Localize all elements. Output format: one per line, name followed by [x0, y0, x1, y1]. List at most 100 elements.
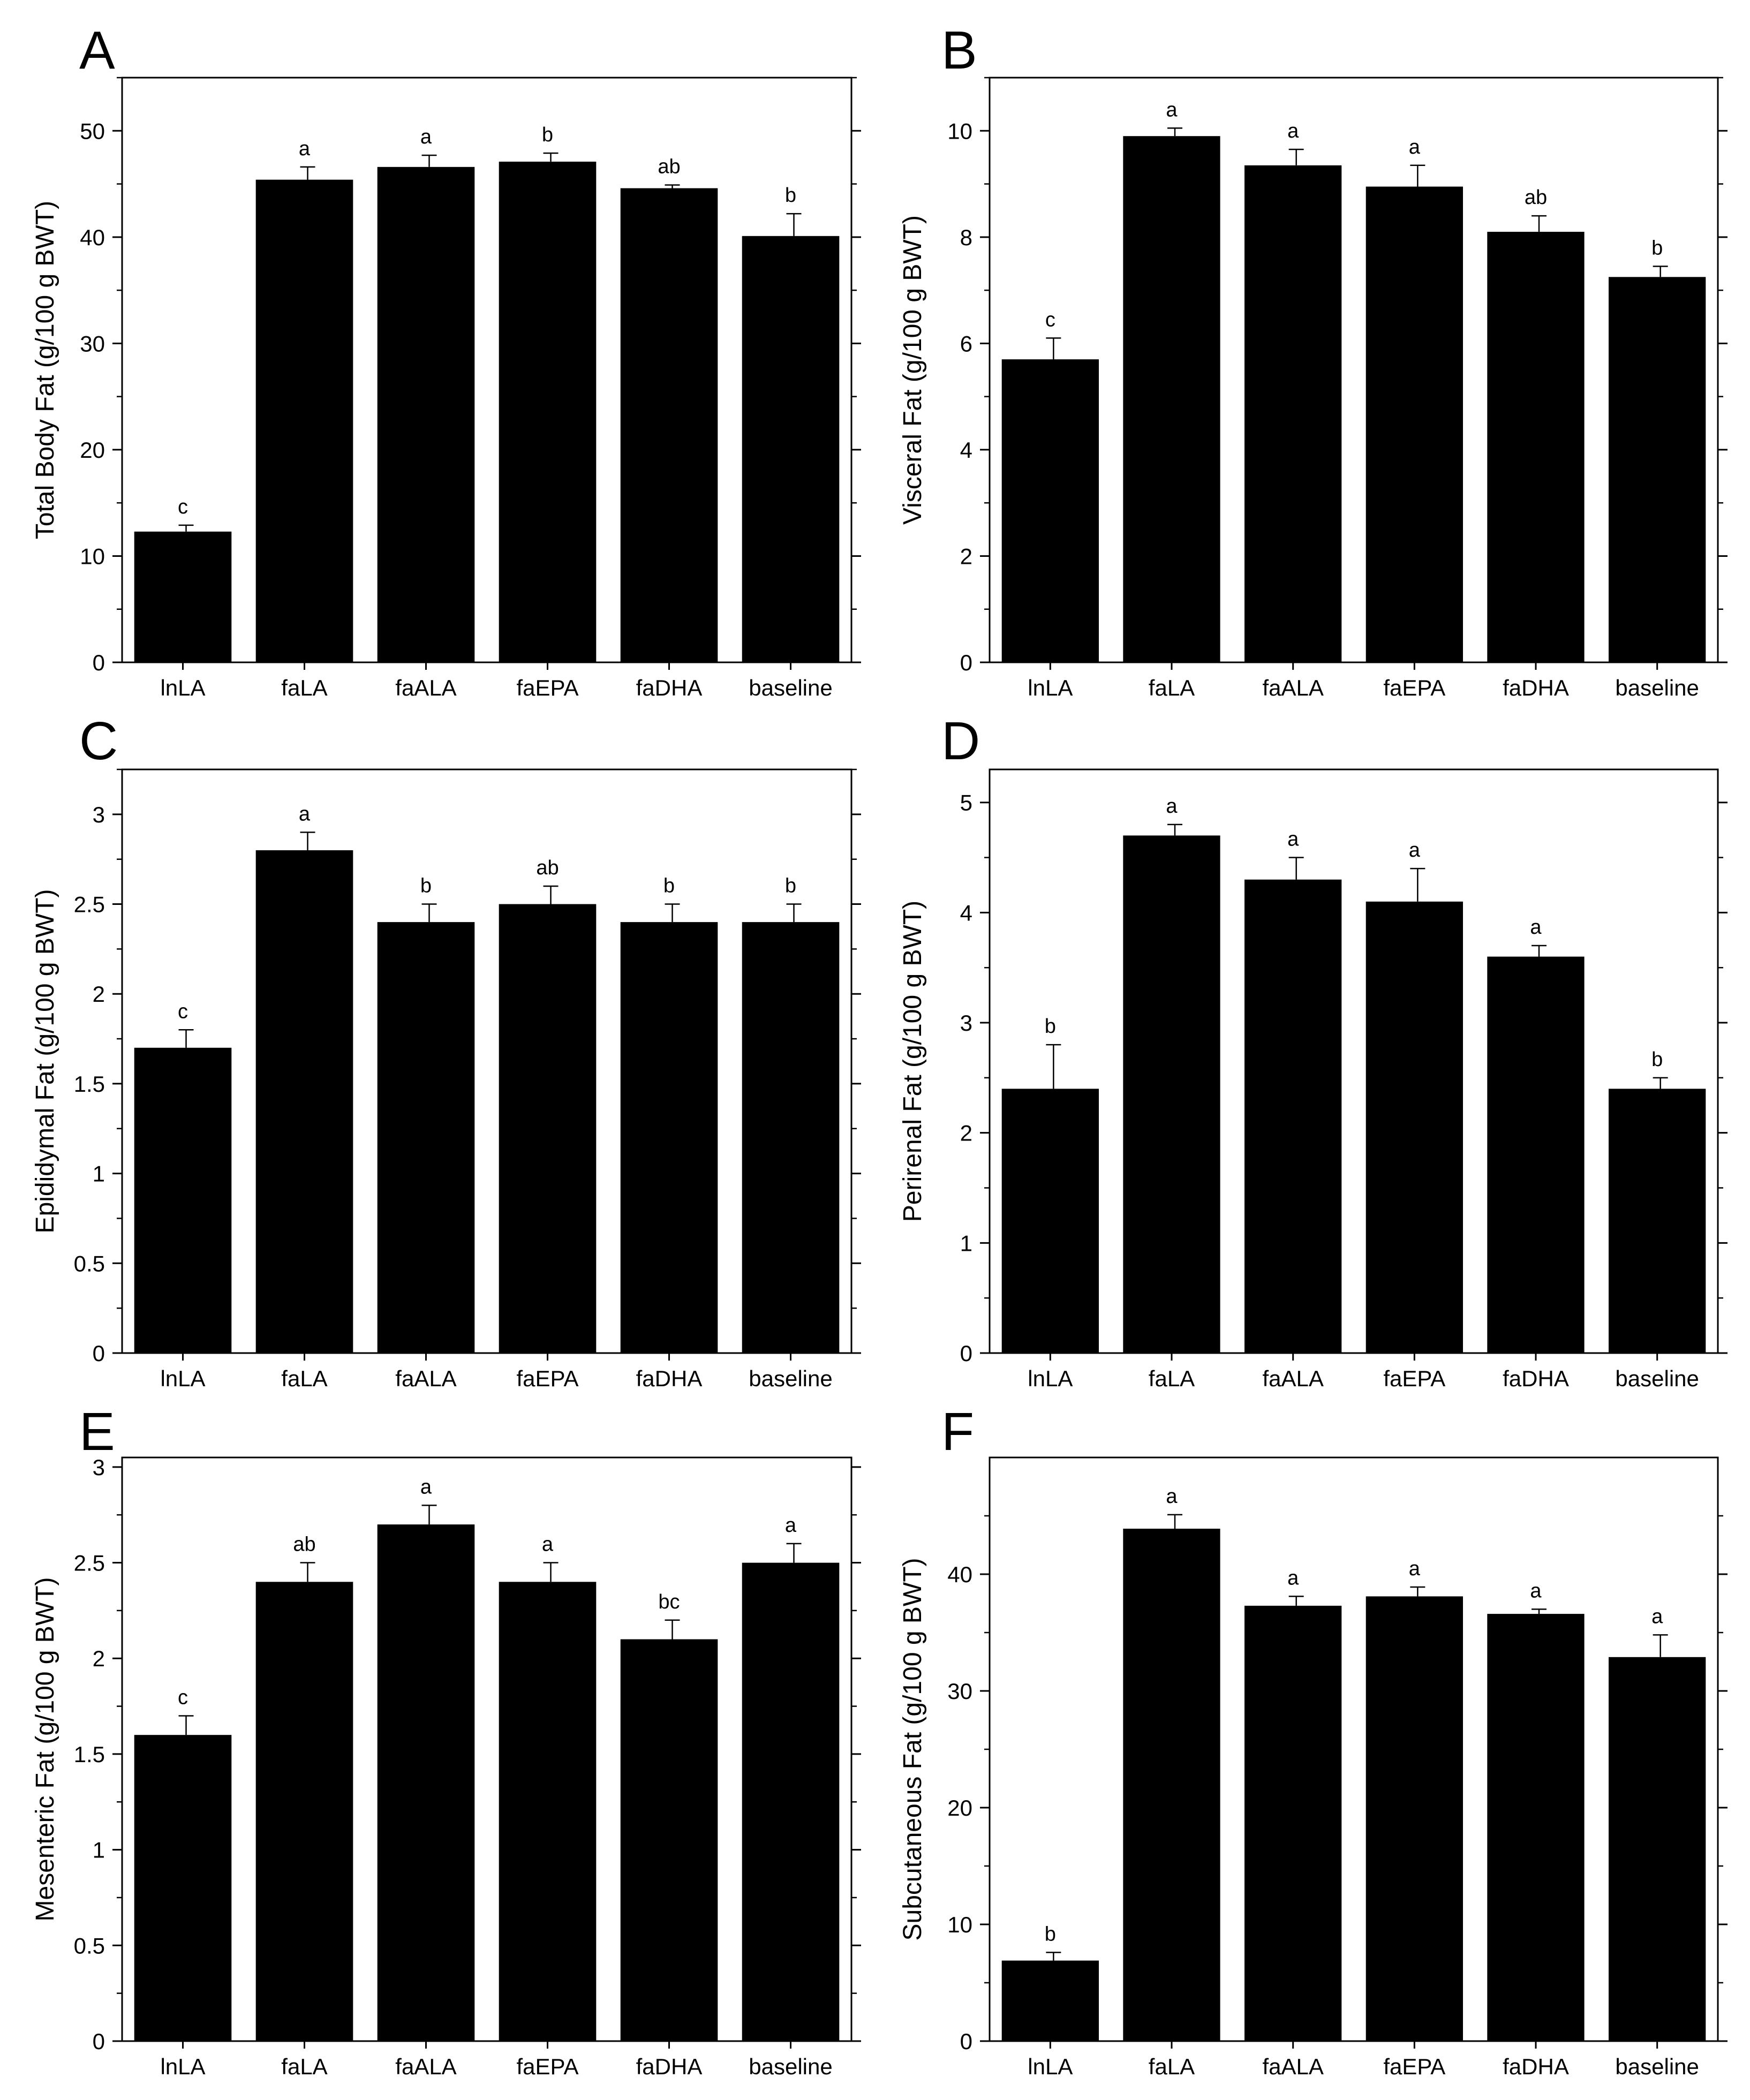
chart-panel-b: Bc lnLA a faLA a faALA a faEPA ab faDHA b baseline 0… — [899, 20, 1728, 700]
bar — [1487, 231, 1585, 662]
bar — [1123, 1529, 1220, 2041]
y-tick-label: 40 — [80, 225, 105, 250]
significance-letter: b — [1045, 1015, 1056, 1038]
y-tick-label: 2.5 — [74, 1551, 105, 1576]
x-tick-label: lnLA — [160, 675, 205, 700]
bar — [377, 1524, 475, 2041]
chart-panel-f: Fb lnLA a faLA a faALA a faEPA a faDHA a baseline 0 1… — [899, 1402, 1728, 2079]
bar — [1366, 186, 1463, 662]
y-tick-label: 8 — [960, 225, 972, 250]
significance-letter: b — [785, 184, 796, 207]
x-tick-label: faALA — [1262, 2054, 1323, 2079]
bar — [742, 1562, 840, 2041]
x-tick-label: faEPA — [517, 2054, 579, 2079]
bar — [1123, 835, 1220, 1353]
y-tick-label: 1.5 — [74, 1071, 105, 1097]
y-tick-label: 0 — [93, 650, 105, 675]
bar — [499, 161, 597, 662]
significance-letter: c — [178, 1000, 188, 1023]
bar — [134, 1047, 232, 1353]
plot-frame — [121, 1456, 853, 2042]
significance-letter: a — [1166, 795, 1178, 818]
bar — [1001, 359, 1099, 662]
bar — [1609, 277, 1706, 662]
y-tick-label: 2 — [93, 981, 105, 1007]
x-tick-label: faEPA — [517, 675, 579, 700]
x-tick-label: faEPA — [1383, 1366, 1445, 1391]
significance-letter: a — [1287, 1567, 1299, 1589]
panel-letter: D — [941, 711, 980, 771]
panel-letter: B — [941, 20, 977, 80]
plot-frame — [989, 768, 1719, 1354]
x-tick-label: faEPA — [1383, 2054, 1445, 2079]
x-tick-label: faALA — [395, 1366, 456, 1391]
significance-letter: b — [1651, 237, 1663, 259]
y-tick-label: 6 — [960, 331, 972, 356]
y-tick-label: 1 — [93, 1161, 105, 1187]
y-tick-label: 40 — [947, 1562, 972, 1587]
bar — [620, 922, 718, 1353]
significance-letter: a — [1166, 1485, 1178, 1508]
x-tick-label: faDHA — [636, 675, 703, 700]
y-axis-label: Total Body Fat (g/100 g BWT) — [31, 201, 59, 539]
y-tick-label: 4 — [960, 900, 972, 925]
x-tick-label: faDHA — [1503, 675, 1569, 700]
y-axis-label: Visceral Fat (g/100 g BWT) — [899, 215, 927, 525]
bar — [1001, 1960, 1099, 2041]
bar — [620, 188, 718, 662]
y-tick-label: 1 — [93, 1838, 105, 1863]
significance-letter: ab — [293, 1534, 315, 1556]
significance-letter: b — [663, 875, 675, 897]
x-tick-label: faDHA — [1503, 1366, 1569, 1391]
chart-panel-d: Db lnLA a faLA a faALA a faEPA a faDHA b baseline 0 1… — [899, 711, 1728, 1391]
y-tick-label: 1 — [960, 1230, 972, 1256]
bar — [1487, 1614, 1585, 2041]
x-tick-label: faALA — [1262, 1366, 1323, 1391]
x-tick-label: faALA — [395, 2054, 456, 2079]
x-tick-label: faDHA — [636, 1366, 703, 1391]
y-tick-label: 0.5 — [74, 1933, 105, 1958]
bar — [255, 1582, 353, 2041]
significance-letter: b — [542, 124, 553, 146]
y-tick-label: 10 — [947, 118, 972, 143]
x-tick-label: faEPA — [1383, 675, 1445, 700]
significance-letter: a — [1530, 1580, 1542, 1602]
bar — [255, 179, 353, 663]
bar — [1244, 879, 1342, 1353]
y-axis-label: Perirenal Fat (g/100 g BWT) — [899, 901, 927, 1222]
y-tick-label: 50 — [80, 118, 105, 143]
x-tick-label: faALA — [1262, 675, 1323, 700]
significance-letter: b — [420, 875, 432, 897]
y-tick-label: 30 — [947, 1679, 972, 1704]
x-tick-label: baseline — [749, 2054, 832, 2079]
x-tick-label: faLA — [1149, 2054, 1195, 2079]
y-tick-label: 2 — [960, 1121, 972, 1146]
y-tick-label: 2 — [960, 543, 972, 569]
plot-frame — [989, 1456, 1719, 2042]
significance-letter: a — [1530, 916, 1542, 939]
bar — [1487, 956, 1585, 1353]
bar — [1123, 136, 1220, 662]
bar — [255, 850, 353, 1353]
bar — [499, 1582, 597, 2041]
plot-frame — [989, 77, 1719, 663]
x-tick-label: faLA — [281, 2054, 327, 2079]
y-tick-label: 5 — [960, 790, 972, 815]
x-tick-label: lnLA — [1028, 675, 1073, 700]
chart-panel-a: Ac lnLA a faLA a faALA b faEPA ab faDHA b baseline 0… — [31, 20, 861, 700]
y-tick-label: 3 — [93, 802, 105, 827]
bar — [1244, 165, 1342, 662]
chart-panel-e: Ec lnLA ab faLA a faALA a faEPA bc faDHA a baseline… — [31, 1402, 861, 2079]
y-tick-label: 1.5 — [74, 1742, 105, 1767]
y-tick-label: 0.5 — [74, 1251, 105, 1276]
x-tick-label: faEPA — [517, 1366, 579, 1391]
significance-letter: c — [178, 1686, 188, 1709]
significance-letter: a — [1409, 136, 1421, 158]
panel-letter: C — [79, 711, 118, 771]
significance-letter: a — [299, 138, 311, 160]
x-tick-label: baseline — [1615, 2054, 1699, 2079]
panel-letter: F — [941, 1402, 974, 1462]
bar — [1001, 1089, 1099, 1353]
bar — [1609, 1657, 1706, 2041]
significance-letter: a — [542, 1534, 554, 1556]
